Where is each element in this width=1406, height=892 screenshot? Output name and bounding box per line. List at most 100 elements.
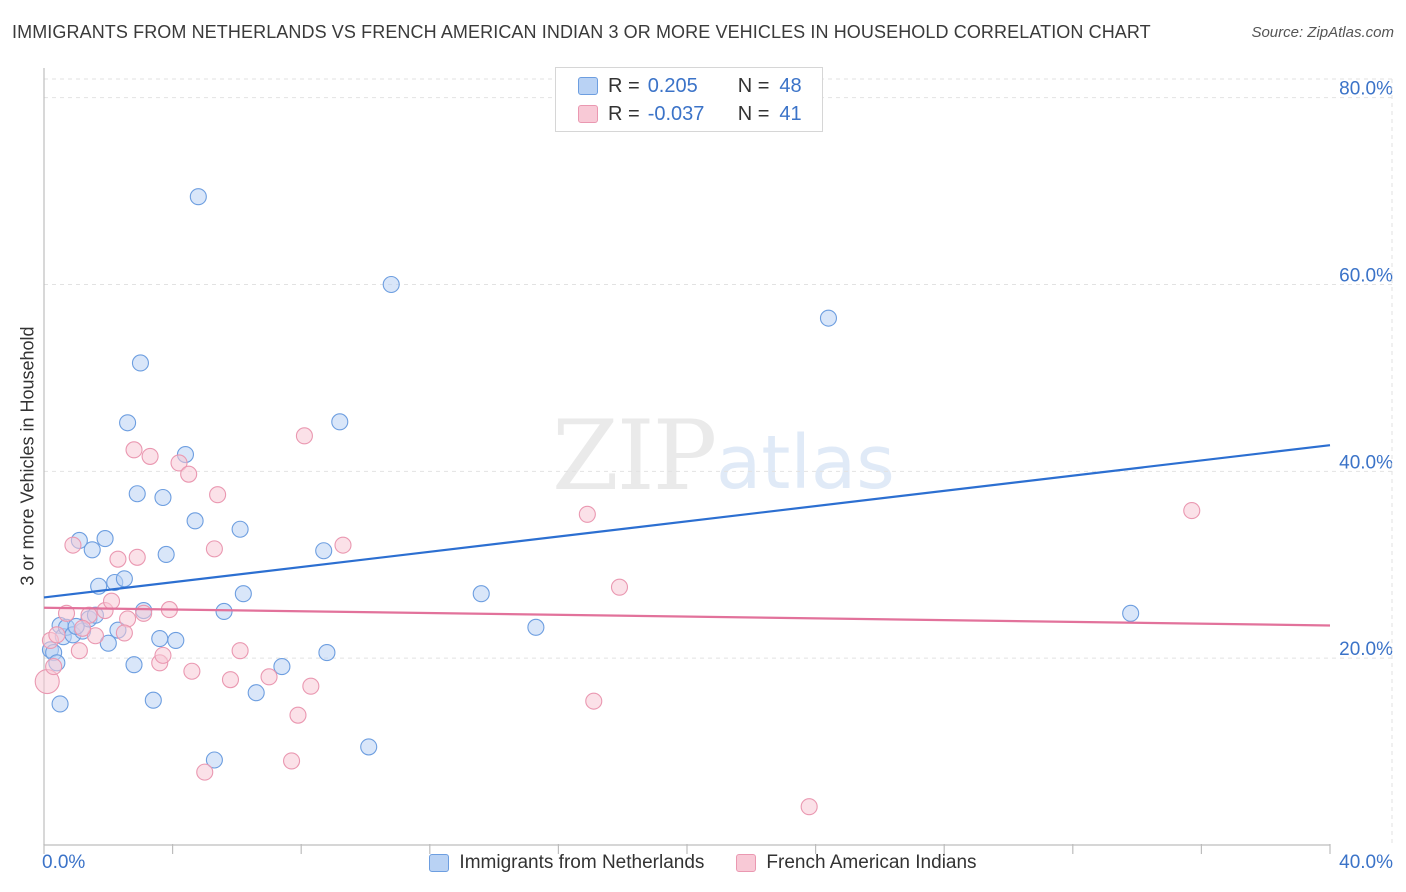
netherlands-point: [131, 354, 149, 372]
french-american-indian-point: [295, 427, 313, 445]
french-american-indian-point: [302, 677, 320, 695]
french-american-indian-point: [221, 671, 240, 689]
netherlands-point: [151, 630, 169, 648]
netherlands-point: [231, 520, 249, 538]
netherlands-point: [1122, 604, 1140, 622]
n-label: N =: [737, 102, 770, 125]
netherlands-point: [96, 530, 114, 548]
watermark-zip: ZIP: [552, 400, 717, 512]
french-american-indian-point: [135, 604, 153, 622]
netherlands-point: [144, 691, 162, 709]
n-value-blue: 48: [779, 74, 802, 97]
r-label: R =: [608, 102, 640, 125]
netherlands-point: [115, 570, 133, 588]
netherlands-point: [99, 634, 117, 652]
french-american-indian-point: [141, 447, 159, 465]
french-american-indian-point: [334, 536, 352, 554]
french-american-indian-point: [125, 441, 143, 459]
netherlands-point: [157, 545, 175, 564]
french-american-indian-point: [70, 642, 88, 660]
r-value-pink: -0.037: [647, 102, 705, 125]
netherlands-point: [125, 656, 143, 674]
french-american-indian-point: [119, 610, 137, 628]
blue-swatch: [578, 77, 598, 95]
netherlands-point: [472, 585, 490, 603]
y-tick-label: 40.0%: [1339, 452, 1393, 473]
stats-row-pink: R = -0.037 N = 41: [578, 101, 802, 127]
french-american-indian-point: [585, 692, 603, 710]
n-value-pink: 41: [779, 102, 802, 125]
netherlands-point: [119, 414, 137, 432]
netherlands-trend-line: [43, 444, 1331, 599]
french-american-indian-point: [102, 592, 121, 610]
french-american-indian-point: [109, 550, 127, 568]
french-american-indian-point: [800, 798, 818, 816]
source-label: Source: ZipAtlas.com: [1251, 24, 1394, 41]
french-american-indian-point: [610, 578, 629, 596]
netherlands-point: [186, 512, 204, 530]
netherlands-point: [205, 751, 223, 769]
netherlands-point: [234, 585, 252, 603]
french-american-indian-point: [57, 604, 76, 622]
netherlands-point: [83, 541, 101, 559]
netherlands-point: [360, 738, 378, 756]
french-american-indian-point: [283, 752, 301, 770]
netherlands-point: [51, 695, 69, 713]
french-american-indian-point: [48, 626, 66, 644]
bottom-legend: Immigrants from Netherlands French Ameri…: [0, 852, 1406, 874]
french-american-indian-point: [154, 646, 172, 664]
legend-label-netherlands: Immigrants from Netherlands: [459, 852, 705, 873]
french-american-indian-point: [289, 706, 307, 724]
french-american-indian-trend-line: [43, 606, 1331, 627]
french-american-indian-point: [128, 548, 146, 566]
french-american-indian-point: [74, 619, 92, 637]
netherlands-point: [247, 684, 265, 702]
french-american-indian-point: [196, 763, 214, 781]
watermark-atlas: atlas: [716, 420, 895, 506]
french-american-indian-point: [1183, 502, 1201, 520]
legend-swatch-blue: [429, 854, 450, 872]
chart-title: IMMIGRANTS FROM NETHERLANDS VS FRENCH AM…: [12, 22, 1151, 42]
legend-swatch-pink: [736, 854, 757, 872]
netherlands-point: [154, 488, 172, 507]
french-american-indian-point: [115, 624, 133, 642]
netherlands-point: [527, 618, 545, 636]
french-american-indian-point: [209, 486, 227, 504]
french-american-indian-point: [578, 505, 596, 523]
netherlands-point: [273, 658, 291, 676]
french-american-indian-point: [205, 540, 223, 558]
x-tick-min: 0.0%: [42, 852, 86, 873]
y-tick-label: 60.0%: [1339, 266, 1393, 287]
french-american-indian-point: [231, 642, 249, 660]
n-label: N =: [737, 74, 770, 97]
french-american-indian-point: [183, 662, 201, 680]
netherlands-point: [331, 413, 349, 431]
french-american-indian-point: [180, 465, 198, 483]
netherlands-point: [167, 631, 185, 649]
netherlands-point: [382, 275, 400, 294]
french-american-indian-point: [64, 536, 82, 554]
y-tick-label: 80.0%: [1339, 79, 1393, 100]
french-american-indian-point: [86, 627, 104, 645]
y-tick-label: 20.0%: [1339, 639, 1393, 660]
netherlands-point: [315, 542, 333, 560]
stats-row-blue: R = 0.205 N = 48: [578, 73, 802, 99]
r-value-blue: 0.205: [647, 74, 698, 97]
x-tick-max: 40.0%: [1339, 852, 1393, 873]
netherlands-point: [189, 188, 207, 206]
french-american-indian-point: [170, 454, 188, 472]
netherlands-point: [215, 602, 233, 621]
stats-legend-box: R = 0.205 N = 48 R = -0.037 N = 41: [555, 67, 823, 132]
r-label: R =: [608, 74, 640, 97]
legend-label-french-american-indians: French American Indians: [766, 852, 977, 873]
netherlands-point: [128, 485, 146, 503]
legend-item-french-american-indians[interactable]: French American Indians: [736, 852, 977, 874]
pink-swatch: [578, 105, 598, 123]
french-american-indian-point: [45, 658, 63, 676]
french-american-indian-point: [260, 668, 278, 686]
y-axis-label: 3 or more Vehicles in Household: [17, 326, 38, 586]
legend-item-netherlands[interactable]: Immigrants from Netherlands: [429, 852, 704, 874]
netherlands-point: [318, 644, 336, 662]
netherlands-point: [819, 309, 838, 327]
